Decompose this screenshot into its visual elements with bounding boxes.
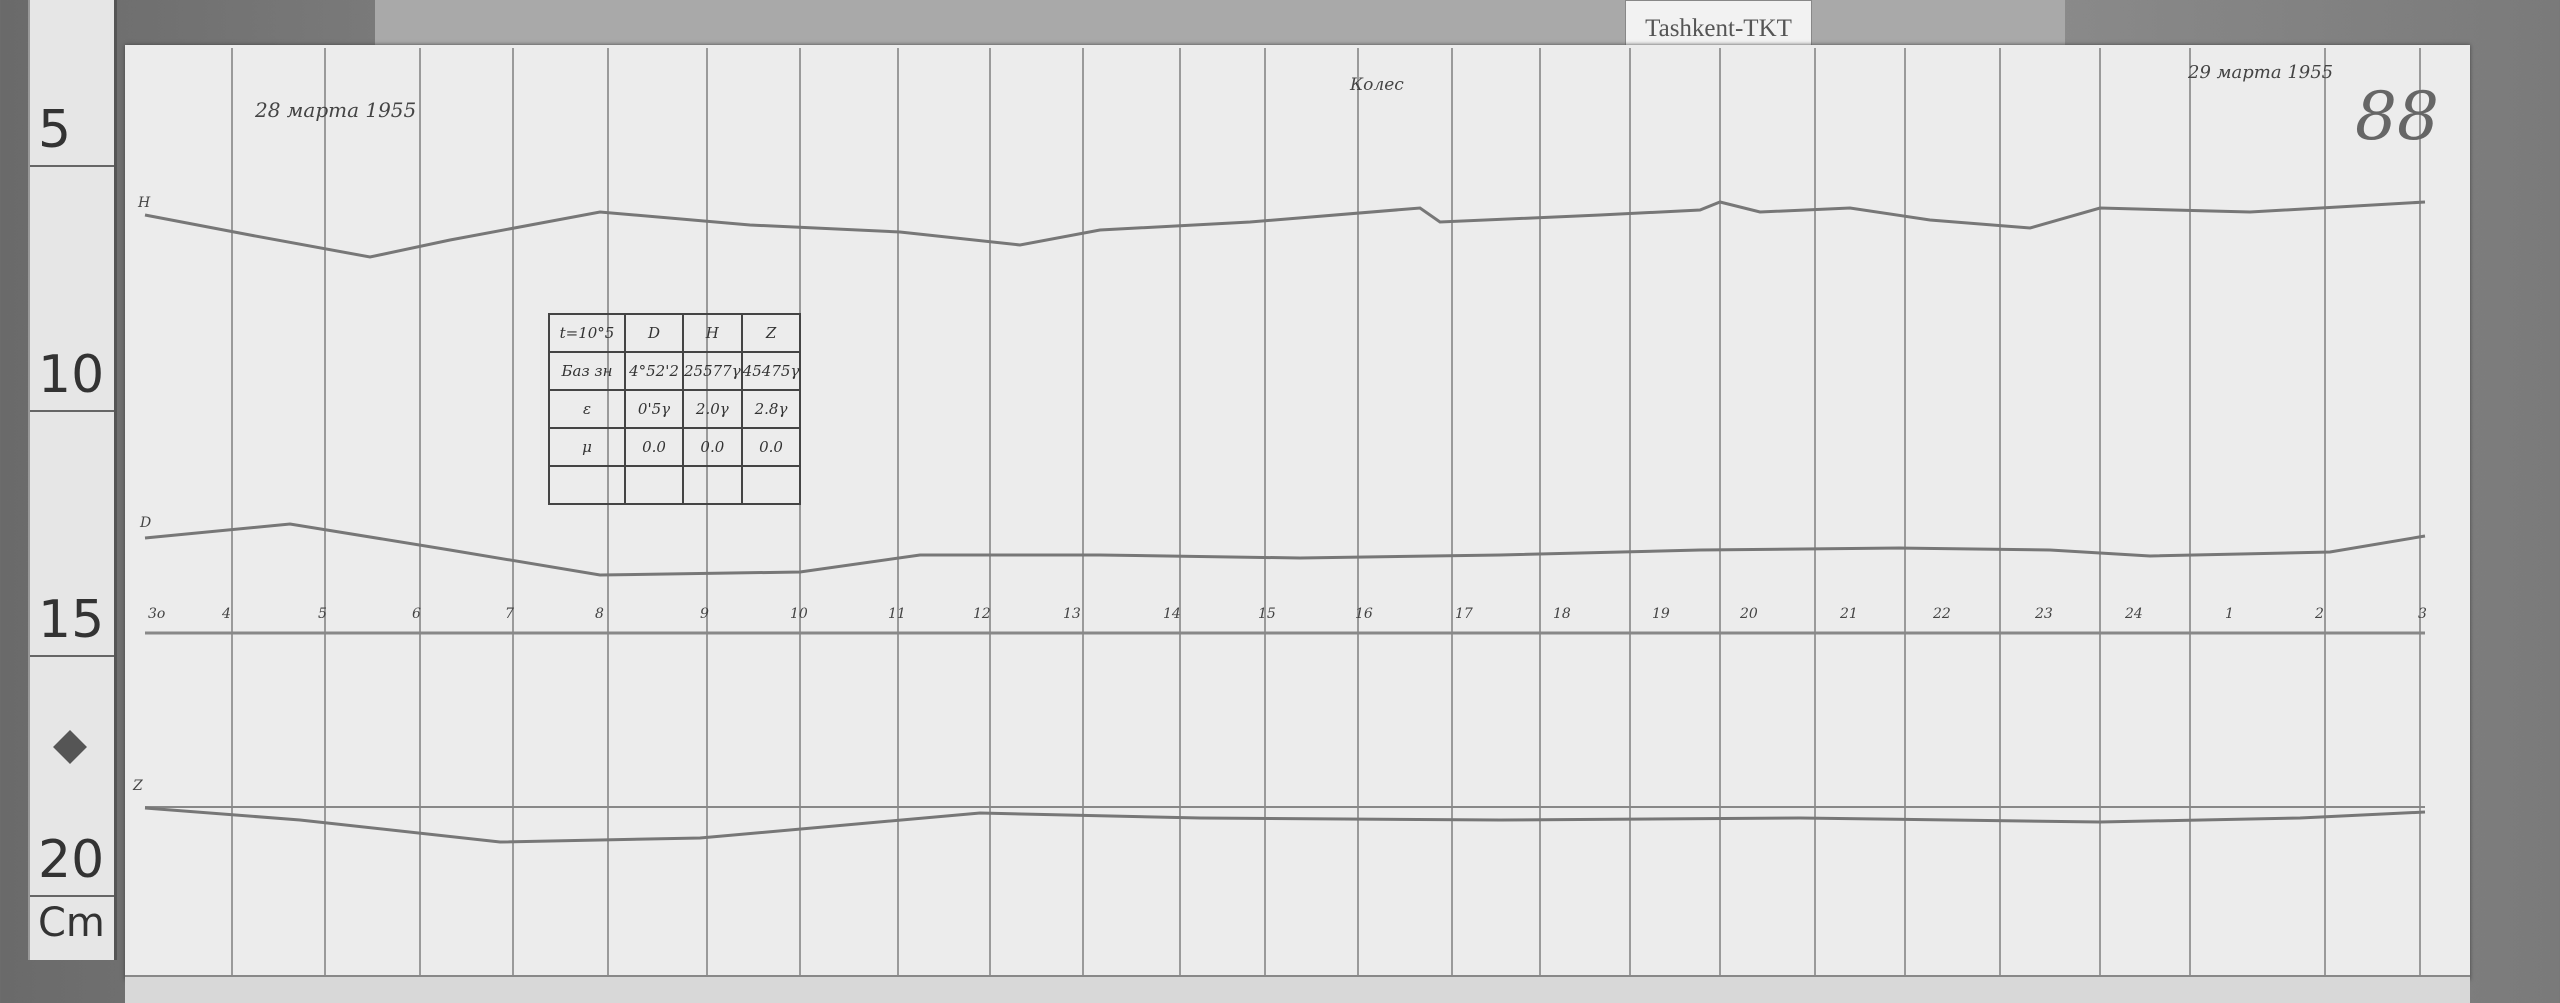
table-cell: 25577γ <box>682 351 743 391</box>
hour-label: 4 <box>222 606 231 622</box>
hour-label: 8 <box>595 606 604 622</box>
table-cell: H <box>682 313 743 353</box>
table-cell <box>548 465 626 505</box>
table-cell <box>624 465 684 505</box>
ruler-unit: Cm <box>38 900 105 946</box>
hour-label: 6 <box>412 606 421 622</box>
hour-label: 21 <box>1840 606 1858 622</box>
hour-label: 22 <box>1933 606 1951 622</box>
table-cell: 0'5γ <box>624 389 684 429</box>
date-start: 28 марта 1955 <box>255 98 417 122</box>
hour-label: 2 <box>2315 606 2324 622</box>
trace-h <box>144 200 2426 259</box>
table-cell: 2.8γ <box>740 389 802 429</box>
table-cell: ε <box>548 389 626 429</box>
header-note: Колес <box>1350 75 1404 95</box>
date-end: 29 марта 1955 <box>2188 62 2334 83</box>
ruler-label: 5 <box>38 100 72 160</box>
table-row: Баз зн 4°52'2 25577γ 45475γ <box>548 351 802 391</box>
hour-label: 17 <box>1455 606 1473 622</box>
table-cell: Баз зн <box>548 351 626 391</box>
trace-label-d: D <box>140 515 152 531</box>
table-cell: D <box>624 313 684 353</box>
hour-label: 12 <box>973 606 991 622</box>
table-cell: μ <box>548 427 626 467</box>
trace-d <box>144 522 2426 577</box>
table-row: μ 0.0 0.0 0.0 <box>548 427 802 467</box>
table-cell: Z <box>740 313 802 353</box>
table-row <box>548 465 802 505</box>
hour-label: 5 <box>318 606 327 622</box>
ruler-label: 10 <box>38 345 105 405</box>
table-cell: 0.0 <box>682 427 743 467</box>
table-cell: 45475γ <box>740 351 802 391</box>
hour-label: 1 <box>2225 606 2234 622</box>
table-cell: 4°52'2 <box>624 351 684 391</box>
ruler-label: 15 <box>38 590 105 650</box>
hour-label: 19 <box>1652 606 1670 622</box>
trace-z <box>144 806 2426 844</box>
ruler: 5 10 15 20 Cm <box>28 0 117 960</box>
hour-label: 24 <box>2125 606 2143 622</box>
table-header-row: t=10°5 D H Z <box>548 313 802 353</box>
hour-label: 20 <box>1740 606 1758 622</box>
hour-label: 9 <box>700 606 709 622</box>
table-cell: 0.0 <box>740 427 802 467</box>
table-cell <box>682 465 743 505</box>
trace-label-z: Z <box>133 778 143 794</box>
hour-label: 10 <box>790 606 808 622</box>
table-cell: 0.0 <box>624 427 684 467</box>
hour-label: 7 <box>505 606 514 622</box>
hour-label: 3 <box>2418 606 2427 622</box>
bottom-strip <box>125 975 2470 1003</box>
hour-label: 11 <box>888 606 906 622</box>
hour-label: 14 <box>1163 606 1181 622</box>
table-cell: t=10°5 <box>548 313 626 353</box>
baseline-table: t=10°5 D H Z Баз зн 4°52'2 25577γ 45475γ… <box>548 313 802 505</box>
hour-label: 13 <box>1063 606 1081 622</box>
ruler-label: 20 <box>38 830 105 890</box>
hour-label: 18 <box>1553 606 1571 622</box>
table-cell <box>740 465 802 505</box>
baseline-label: 3o <box>148 606 166 622</box>
magnetogram-sheet <box>125 45 2470 980</box>
sheet-number: 88 <box>2355 78 2439 155</box>
table-row: ε 0'5γ 2.0γ 2.8γ <box>548 389 802 429</box>
trace-label-h: H <box>138 195 151 211</box>
hour-label: 16 <box>1355 606 1373 622</box>
table-cell: 2.0γ <box>682 389 743 429</box>
hour-label: 15 <box>1258 606 1276 622</box>
hour-label: 23 <box>2035 606 2053 622</box>
